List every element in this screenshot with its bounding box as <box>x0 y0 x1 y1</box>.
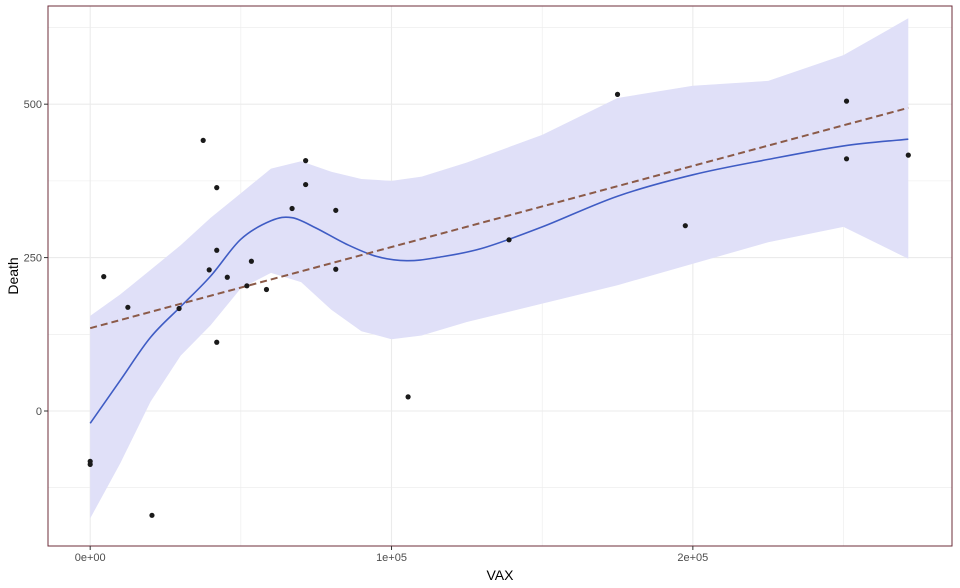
data-point <box>263 286 270 293</box>
x-tick-label: 2e+05 <box>677 552 708 564</box>
data-point <box>224 274 230 280</box>
y-axis-title: Death <box>5 257 21 294</box>
linear-fit-line <box>89 106 909 330</box>
y-tick-label: 0 <box>36 406 42 418</box>
data-point <box>905 152 911 158</box>
data-point <box>214 185 220 191</box>
data-point <box>303 181 309 188</box>
data-point <box>682 223 688 229</box>
x-axis-title: VAX <box>487 567 515 583</box>
data-point <box>149 512 155 518</box>
smooth-line <box>89 138 909 424</box>
data-point <box>244 283 250 289</box>
y-tick-label: 500 <box>24 99 42 111</box>
x-axis-ticks: 0e+00 1e+05 2e+05 <box>75 546 708 564</box>
data-point <box>125 304 131 310</box>
data-point <box>614 91 621 97</box>
data-point <box>200 137 206 143</box>
smooth-curve <box>89 138 909 424</box>
data-point <box>214 339 220 345</box>
data-point <box>843 98 850 104</box>
data-point <box>87 461 93 467</box>
data-point <box>289 205 295 212</box>
data-point <box>176 305 182 312</box>
data-point <box>303 158 309 164</box>
data-point <box>206 267 212 273</box>
data-point <box>843 156 850 162</box>
x-tick-label: 0e+00 <box>75 552 106 564</box>
data-point <box>101 274 107 280</box>
data-points <box>87 91 911 518</box>
data-point <box>506 237 512 243</box>
data-point <box>333 266 339 272</box>
y-axis-ticks: 0 250 500 <box>24 99 48 418</box>
confidence-band <box>90 18 909 519</box>
panel-border <box>47 5 953 547</box>
confidence-band-area <box>90 18 909 519</box>
fit-line <box>89 106 909 330</box>
data-point <box>405 394 411 400</box>
data-point <box>214 247 220 253</box>
y-tick-label: 250 <box>24 253 42 265</box>
x-tick-label: 1e+05 <box>376 552 407 564</box>
data-point <box>248 258 254 264</box>
data-point <box>333 207 339 213</box>
